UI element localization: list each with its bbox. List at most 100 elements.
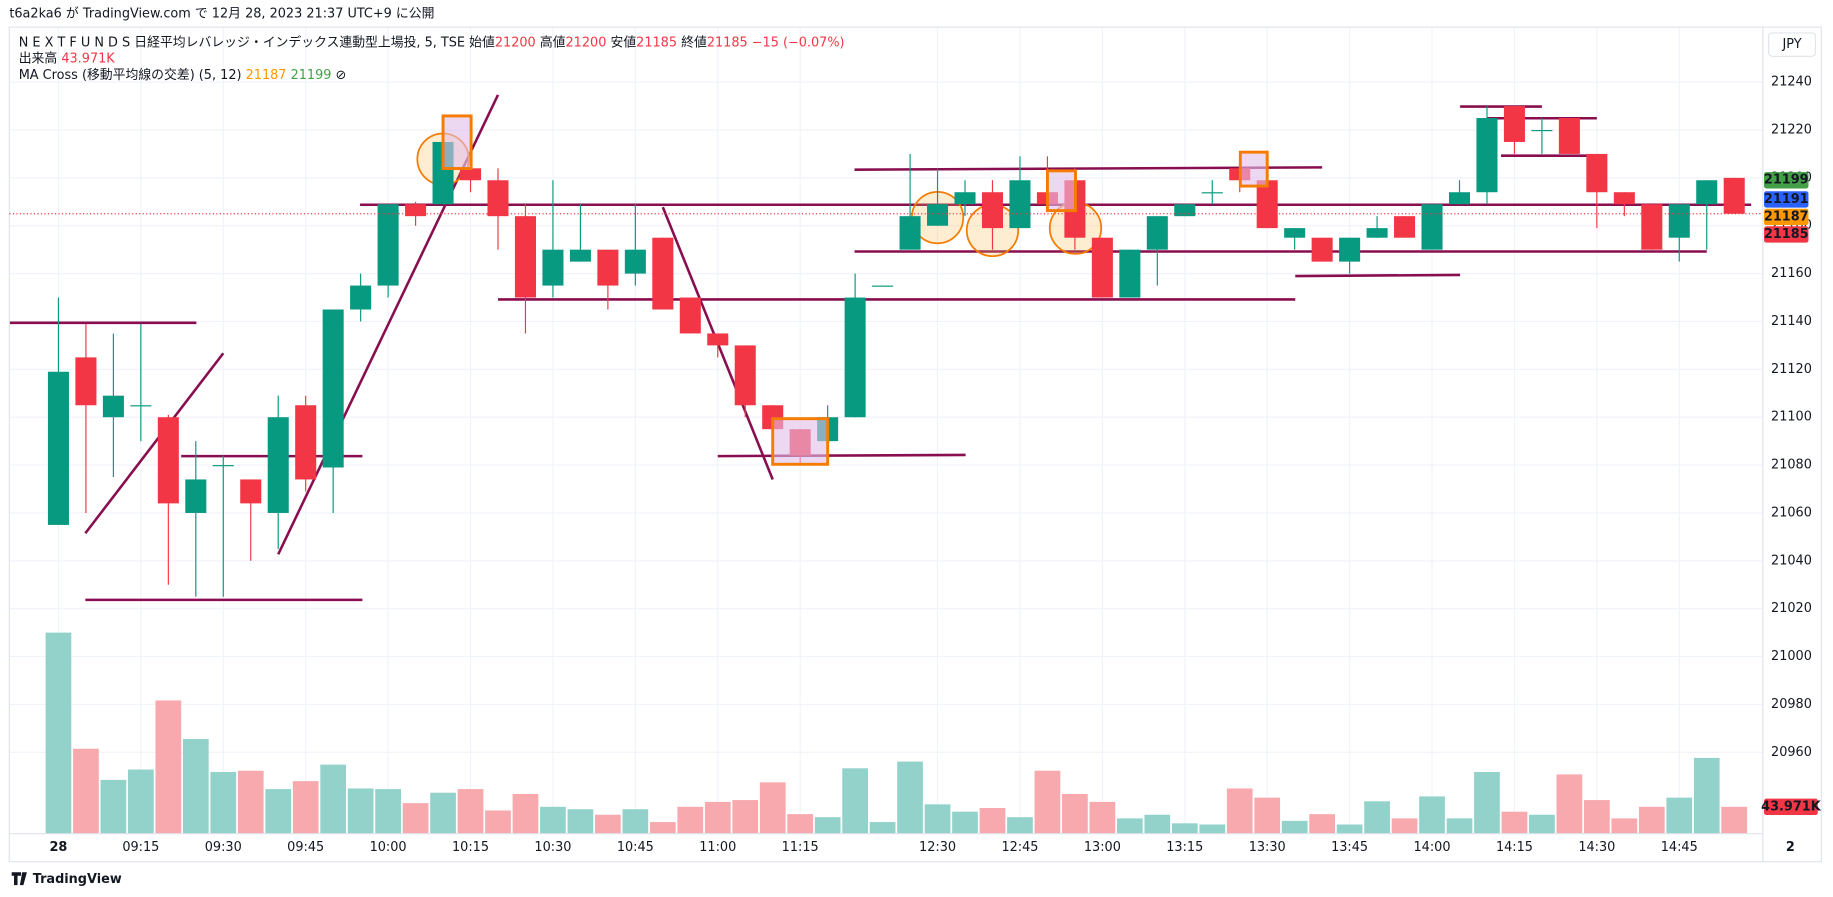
volume-bar	[540, 806, 566, 834]
x-tick-label: 2	[1786, 840, 1795, 855]
marker-box	[441, 114, 473, 170]
brand: TradingView	[33, 872, 122, 887]
volume-bar	[1281, 820, 1308, 834]
x-tick-label: 14:30	[1578, 840, 1615, 855]
candle-body	[542, 249, 564, 286]
ohlc-label: 高値	[540, 34, 566, 50]
volume-bar	[842, 768, 868, 834]
brand-logo	[11, 872, 27, 886]
volume-bar	[1254, 797, 1281, 834]
drawing-line	[84, 352, 225, 535]
volume-bar	[1226, 788, 1253, 834]
candle-body	[1696, 180, 1718, 205]
price-tag-label: 21187	[1764, 209, 1809, 224]
volume-bar	[265, 789, 292, 834]
volume-bar	[787, 814, 814, 834]
volume-bar	[402, 803, 429, 834]
volume-bar	[1062, 793, 1088, 834]
x-tick-label: 13:30	[1249, 840, 1286, 855]
price-tag-label: 21191	[1764, 192, 1809, 207]
candle-body	[707, 333, 729, 346]
candle-body	[1723, 177, 1745, 214]
x-tick-label: 09:30	[205, 840, 242, 855]
candle-body	[899, 216, 921, 250]
volume-tag-label: 43.971K	[1761, 799, 1822, 814]
candle-body	[954, 192, 976, 205]
volume-bar	[1446, 818, 1473, 834]
volume-bar	[512, 793, 539, 834]
volume-bar	[100, 779, 127, 834]
volume-bar	[704, 801, 731, 834]
volume-bar	[45, 632, 72, 834]
candle-body	[1531, 129, 1553, 132]
frame	[8, 26, 1822, 863]
volume-bar	[292, 781, 319, 834]
x-tick-label: 10:30	[534, 840, 571, 855]
indicator-value: 21199	[291, 68, 332, 83]
volume-bar	[210, 771, 237, 834]
volume-bar	[155, 700, 182, 834]
candle-body	[1448, 192, 1471, 205]
volume-bar	[1693, 757, 1720, 834]
ohlc-value: 21200	[566, 35, 607, 50]
price-tag	[1764, 172, 1809, 189]
candle-body	[1174, 204, 1196, 217]
volume-bar	[1116, 818, 1143, 834]
x-tick-label: 13:15	[1166, 840, 1203, 855]
drawing-line	[717, 453, 966, 458]
drawing-line	[1295, 273, 1461, 278]
candle-body	[405, 204, 427, 217]
x-tick-label: 10:15	[452, 840, 489, 855]
volume-bar	[320, 764, 347, 834]
volume-bar	[979, 808, 1006, 834]
volume-bar	[732, 800, 759, 834]
currency[interactable]: JPY	[1782, 37, 1802, 52]
x-tick-label: 12:30	[919, 840, 956, 855]
candle-body	[1366, 228, 1388, 238]
price-tag	[1764, 208, 1809, 226]
candle-body	[844, 297, 866, 418]
price-tag-label: 21199	[1764, 173, 1809, 188]
ohlc-label: 終値	[681, 34, 707, 50]
y-tick-label: 20960	[1771, 745, 1812, 760]
volume-bar	[182, 738, 209, 834]
symbol-title: N E X T F U N D S 日経平均レバレッジ・インデックス連動型上場投…	[19, 34, 465, 50]
candle-body	[1091, 237, 1113, 298]
legend-indicator: MA Cross (移動平均線の交差) (5, 12) 21187 21199 …	[19, 67, 347, 83]
candle-body	[1476, 118, 1498, 193]
y-tick-label: 21060	[1771, 505, 1812, 520]
price-tag-label: 21185	[1764, 227, 1809, 242]
volume-bar	[759, 782, 786, 834]
volume-bar	[1556, 774, 1583, 834]
candle-body	[240, 479, 262, 504]
volume-bar	[1529, 814, 1555, 834]
volume-bar	[1501, 811, 1528, 834]
volume-bar	[1309, 814, 1336, 834]
y-tick-label: 21000	[1771, 649, 1812, 664]
currency-button[interactable]	[1768, 32, 1817, 57]
ohlc-value: 21185	[707, 35, 748, 50]
x-tick-label: 14:00	[1414, 840, 1451, 855]
x-tick-label: 11:15	[782, 840, 819, 855]
y-tick-label: 21240	[1771, 75, 1812, 90]
x-tick-label: 09:15	[122, 840, 159, 855]
candle-body	[1339, 237, 1361, 262]
candle-body	[1394, 216, 1416, 238]
candle-body	[1558, 118, 1580, 154]
indicator-icon: ⊘	[336, 68, 347, 83]
volume-value: 43.971K	[61, 51, 115, 66]
volume-bar	[457, 789, 484, 834]
candle-body	[1421, 204, 1443, 250]
candle-body	[102, 395, 124, 418]
boxes	[441, 114, 1269, 466]
legend-volume: 出来高 43.971K	[19, 50, 116, 66]
volume-bar	[869, 822, 896, 834]
candle-body	[1256, 180, 1278, 229]
volume-bar	[897, 761, 923, 834]
volume-bar	[1199, 824, 1226, 834]
volume-bar	[595, 814, 621, 834]
candle-body	[460, 168, 482, 181]
volume-label: 出来高	[19, 50, 58, 66]
